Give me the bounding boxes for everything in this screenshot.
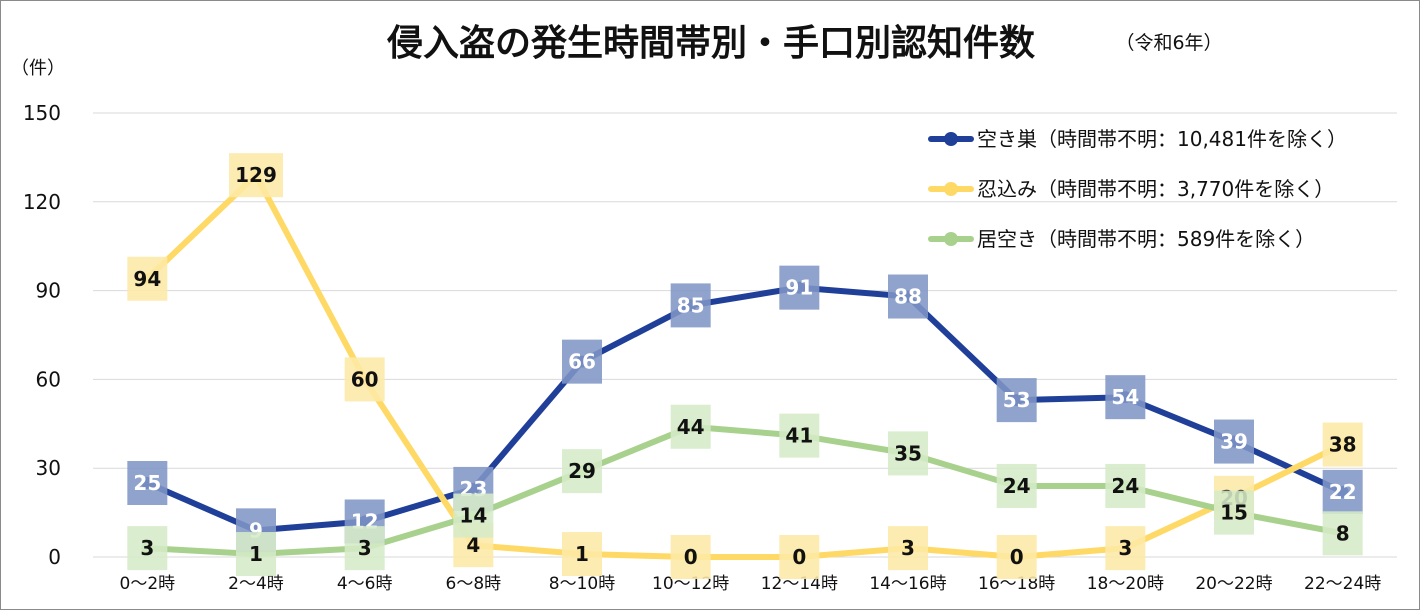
data-label: 41 [785,424,813,448]
data-label: 1 [575,542,589,566]
data-label-box [779,413,820,458]
legend-swatch-marker [944,232,958,246]
x-tick-label: 14～16時 [869,574,946,594]
data-label: 60 [351,367,379,391]
data-label-box [779,535,820,579]
y-tick-label: 150 [23,101,61,125]
data-label-box [888,526,928,571]
x-tick-label: 0～2時 [120,574,176,594]
data-label-box [236,532,276,577]
data-label: 129 [235,163,277,187]
data-label: 54 [1111,385,1139,409]
x-tick-label: 8～10時 [549,574,615,594]
data-label: 38 [1329,433,1357,457]
data-label-box [1105,526,1146,571]
data-label: 25 [133,471,161,495]
x-tick-label: 2～4時 [228,574,284,594]
legend-entry: 忍込み（時間帯不明：3,770件を除く） [977,177,1334,201]
data-label: 1 [249,542,263,566]
data-label: 29 [568,459,596,483]
data-label-box [562,339,602,384]
data-label: 14 [459,504,487,528]
x-tick-label: 20～22時 [1195,574,1272,594]
data-label: 0 [792,545,806,569]
gridlines [93,112,1397,558]
x-tick-label: 4～6時 [337,574,393,594]
x-tick-label: 6～8時 [446,574,502,594]
x-tick-label: 18～20時 [1087,574,1164,594]
chart-subtitle: （令和6年） [1115,32,1222,54]
data-label-box [670,283,711,328]
data-label: 0 [684,545,698,569]
data-label-box [1214,419,1254,464]
data-label-box [127,461,168,505]
data-labels: 2591223668591885354392294129604100303203… [127,153,1363,579]
data-label: 8 [1336,521,1350,545]
data-label: 44 [677,415,705,439]
data-label: 3 [140,536,154,560]
series-line-2 [144,423,1346,557]
data-label-box [888,274,928,319]
x-axis-ticks: 0～2時 2～4時 4～6時 6～8時 8～10時 10～12時 12～14時 14～16時 1… [120,574,1382,594]
data-label: 0 [1010,545,1024,569]
y-tick-label: 120 [23,190,61,214]
data-label: 24 [1111,474,1139,498]
data-label-box [996,463,1037,508]
data-label: 85 [677,293,705,317]
y-axis-ticks: 0 30 60 90 120 150 [23,101,61,569]
data-label-box [453,493,494,538]
data-label: 91 [785,276,813,300]
data-label-box [229,153,283,198]
data-label-box [996,535,1037,579]
data-label: 22 [1329,480,1357,504]
chart-title: 侵入盗の発生時間帯別・手口別認知件数 [386,23,1035,64]
y-tick-label: 30 [36,456,61,480]
data-label: 94 [133,267,161,291]
data-label-box [1322,511,1363,556]
legend-entry: 居空き（時間帯不明：589件を除く） [977,227,1315,251]
x-tick-label: 22～24時 [1304,574,1381,594]
data-label-box [1322,422,1363,467]
data-label-box [779,265,820,310]
data-label: 53 [1003,388,1031,412]
legend-swatch-marker [944,182,958,196]
data-label-box [888,431,928,476]
data-label-box [1105,375,1146,420]
data-label-box [127,526,168,571]
data-label-box [1322,469,1363,514]
data-label-box [562,532,602,577]
data-label: 15 [1220,501,1248,525]
data-label: 24 [1003,474,1031,498]
data-label-box [1214,490,1254,535]
data-label: 66 [568,350,596,374]
data-label-box [996,378,1037,423]
data-label-box [562,449,602,494]
data-label: 39 [1220,430,1248,454]
data-label: 88 [894,285,922,309]
data-label-box [127,256,168,301]
y-axis-unit-label: （件） [11,58,65,79]
y-tick-label: 0 [48,545,61,569]
data-label: 35 [894,441,922,465]
data-label: 3 [901,536,915,560]
data-label: 3 [358,536,372,560]
data-label-box [344,526,385,571]
data-label-box [1105,463,1146,508]
data-label: 3 [1118,536,1132,560]
data-label: 4 [466,533,480,557]
data-label-box [670,535,711,579]
y-tick-label: 90 [36,279,61,303]
legend-swatch-marker [944,132,958,146]
data-label-box [670,404,711,449]
legend: 空き巣（時間帯不明：10,481件を除く） 忍込み（時間帯不明：3,770件を除く… [928,127,1347,251]
legend-entry: 空き巣（時間帯不明：10,481件を除く） [977,127,1347,151]
data-label-box [344,357,385,402]
y-tick-label: 60 [36,367,61,391]
